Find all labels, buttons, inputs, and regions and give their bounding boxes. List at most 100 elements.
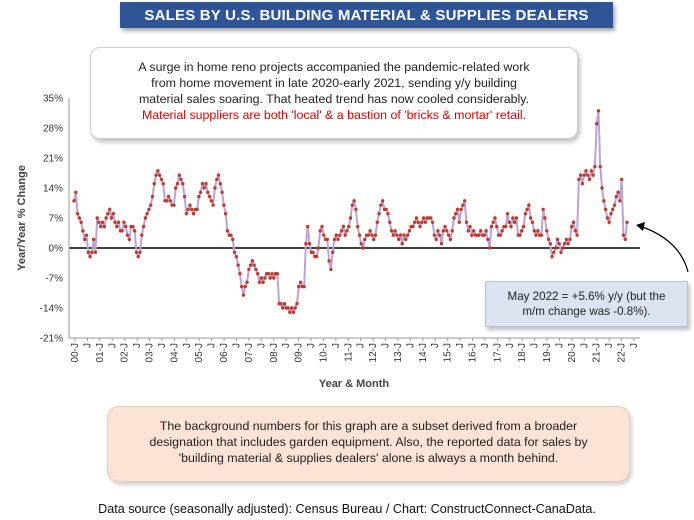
data-point [619, 177, 624, 182]
data-point [577, 177, 581, 182]
data-point [77, 216, 82, 220]
data-point [259, 276, 264, 280]
data-point [211, 203, 215, 207]
data-point [241, 293, 246, 297]
data-point [605, 216, 610, 220]
data-point [455, 207, 460, 212]
data-point [173, 186, 178, 190]
data-point [198, 190, 203, 194]
data-point [257, 280, 262, 284]
data-point [504, 224, 508, 229]
data-point [305, 224, 310, 229]
x-tick-label: J [157, 343, 168, 348]
data-point [113, 220, 117, 224]
annotation-bottom-line-3: 'building material & supplies dealers' a… [178, 451, 559, 465]
data-point [584, 169, 588, 173]
data-point [332, 237, 337, 242]
data-point [414, 216, 419, 220]
data-point [289, 306, 294, 310]
data-point [361, 246, 365, 250]
annotation-top-line-1: A surge in home reno projects accompanie… [138, 60, 530, 74]
data-point [245, 280, 249, 284]
x-tick-label: J [306, 343, 317, 348]
data-point [291, 310, 296, 314]
data-point [534, 233, 538, 237]
data-point [543, 216, 547, 220]
data-point [250, 259, 255, 263]
data-point [295, 302, 299, 306]
data-point [124, 224, 128, 229]
data-point [131, 224, 135, 229]
x-tick-label: 10-J [318, 343, 329, 362]
data-point [462, 199, 467, 203]
data-point [172, 203, 176, 207]
data-point [83, 237, 87, 242]
data-point [389, 229, 394, 233]
data-point [398, 233, 403, 237]
x-tick-label: J [455, 343, 466, 348]
data-point [343, 233, 347, 237]
data-point [99, 224, 103, 229]
data-point [279, 302, 283, 306]
data-point [225, 229, 230, 233]
data-point [140, 233, 144, 237]
y-tick-label: -21% [40, 334, 63, 345]
data-point [437, 233, 442, 237]
data-point [243, 284, 247, 289]
data-point [179, 177, 183, 182]
data-point [223, 212, 228, 216]
data-point [578, 173, 583, 177]
data-point [445, 229, 449, 233]
x-tick-label: 20-J [567, 343, 578, 362]
data-point [384, 207, 388, 212]
data-point [97, 220, 101, 224]
data-point [352, 199, 356, 203]
data-point [232, 250, 237, 254]
x-tick-label: 15-J [443, 343, 454, 362]
data-point [330, 250, 335, 254]
x-tick-label: J [530, 343, 541, 348]
data-point [247, 267, 251, 272]
data-point [104, 216, 108, 220]
data-point [603, 207, 608, 212]
data-point [594, 122, 599, 126]
data-point [184, 212, 189, 216]
data-point [423, 220, 428, 224]
data-point [429, 216, 433, 220]
data-point [459, 207, 463, 212]
data-point [432, 233, 437, 237]
data-point [464, 220, 469, 224]
data-point [111, 212, 115, 216]
annotation-may-line-1: May 2022 = +5.6% y/y (but the [507, 290, 666, 303]
data-point [329, 267, 333, 272]
data-point [188, 203, 192, 207]
x-tick-labels: 00-J J 01-J J 02-J J 03-J J 04-J J 05-J J 06-J J 07-J J… [70, 338, 640, 362]
data-point [338, 233, 342, 237]
x-tick-label: J [231, 343, 242, 348]
data-point [202, 186, 206, 190]
chart-plot-area: Year/Year % Change Year & Month 35% 28% 21… [16, 94, 689, 390]
data-point [430, 220, 435, 224]
x-tick-label: J [554, 343, 565, 348]
data-point [168, 199, 173, 203]
x-tick-label: J [207, 343, 218, 348]
data-point [375, 220, 379, 224]
x-tick-label: J [579, 343, 590, 348]
annotation-may-line-2: m/m change was -0.8%). [522, 305, 651, 318]
data-point [238, 272, 242, 276]
data-point [505, 212, 510, 216]
data-point [586, 173, 590, 177]
data-point [545, 229, 549, 233]
x-tick-label: 03-J [145, 343, 156, 362]
data-point [145, 212, 149, 216]
data-point [623, 237, 627, 242]
data-point [166, 194, 171, 199]
data-point [175, 182, 180, 186]
data-point [93, 250, 98, 254]
data-point [413, 220, 417, 224]
data-point [582, 173, 586, 177]
data-point [388, 220, 392, 224]
data-point [316, 246, 321, 250]
data-point [132, 229, 137, 233]
data-point [561, 246, 565, 250]
